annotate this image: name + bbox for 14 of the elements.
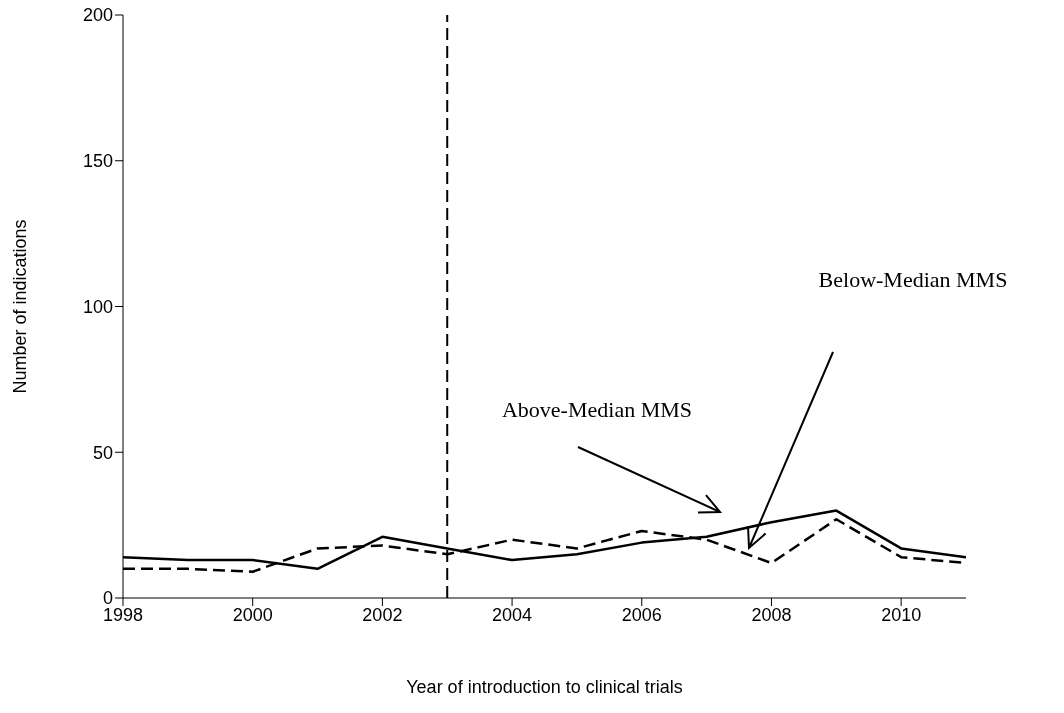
x-tick-label: 2008 — [751, 604, 792, 625]
x-tick-label: 2010 — [881, 604, 922, 625]
y-tick-label: 150 — [82, 151, 113, 172]
y-tick-label: 200 — [82, 5, 113, 26]
x-axis-title: Year of introduction to clinical trials — [406, 677, 683, 697]
annotation: Above-Median MMS — [501, 397, 693, 423]
y-axis-title: Number of indications — [10, 219, 31, 394]
y-tick-label: 50 — [92, 442, 113, 463]
annotation: Below-Median MMS — [818, 267, 1008, 293]
x-tick-label: 2006 — [621, 604, 662, 625]
x-tick-label: 2004 — [492, 604, 533, 625]
y-tick-label: 100 — [82, 296, 113, 317]
x-tick-label: 2000 — [232, 604, 273, 625]
x-tick-label: 2002 — [362, 604, 403, 625]
